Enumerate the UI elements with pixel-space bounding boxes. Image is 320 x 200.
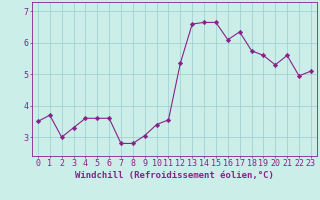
X-axis label: Windchill (Refroidissement éolien,°C): Windchill (Refroidissement éolien,°C) [75,171,274,180]
